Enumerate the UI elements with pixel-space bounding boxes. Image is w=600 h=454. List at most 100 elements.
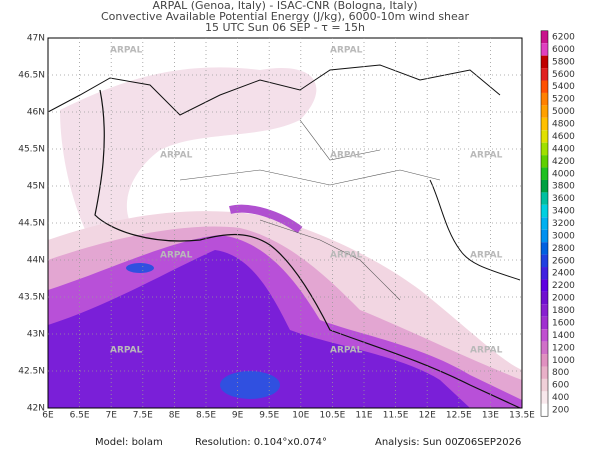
watermark: ARPAL xyxy=(470,151,503,161)
watermark: ARPAL xyxy=(160,251,193,261)
lon-label: 12.5E xyxy=(446,411,472,421)
region-border xyxy=(179,119,441,301)
colorbar-swatch xyxy=(541,192,548,205)
colorbar-swatch xyxy=(541,304,548,317)
colorbar-swatch xyxy=(541,179,548,193)
lon-label: 7.5E xyxy=(133,411,153,421)
lat-label: 43.5N xyxy=(18,293,45,303)
colorbar-label: 5200 xyxy=(552,95,575,105)
colorbar-label: 6000 xyxy=(552,45,575,55)
lat-label: 46N xyxy=(27,108,45,118)
colorbar-label: 2200 xyxy=(552,281,575,291)
header-line: Convective Available Potential Energy (J… xyxy=(101,10,470,23)
colorbar-label: 1400 xyxy=(552,331,575,341)
lat-label: 45.5N xyxy=(18,145,45,155)
footer-model: Model: bolam xyxy=(95,437,163,448)
colorbar-swatch xyxy=(541,117,548,131)
colorbar-label: 1800 xyxy=(552,306,575,316)
watermark: ARPAL xyxy=(330,151,363,161)
coastline xyxy=(94,89,521,409)
field-peak xyxy=(220,371,280,399)
header-line: 15 UTC Sun 06 SEP - τ = 15h xyxy=(205,21,365,34)
colorbar-swatch xyxy=(541,254,548,268)
colorbar-label: 3800 xyxy=(552,182,575,192)
colorbar-label: 4400 xyxy=(552,144,575,154)
lon-label: 10.5E xyxy=(320,411,346,421)
colorbar-swatch xyxy=(541,167,548,180)
lon-label: 9.5E xyxy=(259,411,279,421)
colorbar-swatch xyxy=(541,279,548,292)
lon-label: 8E xyxy=(169,411,181,421)
lat-label: 44N xyxy=(27,256,45,266)
lon-label: 8.5E xyxy=(196,411,216,421)
colorbar-label: 1600 xyxy=(552,318,575,328)
header-line: ARPAL (Genoa, Italy) - ISAC-CNR (Bologna… xyxy=(152,0,417,12)
colorbar-label: 5600 xyxy=(552,70,575,80)
lon-label: 9E xyxy=(232,411,244,421)
colorbar-swatch xyxy=(541,130,548,143)
lon-label: 13E xyxy=(482,411,499,421)
lat-label: 47N xyxy=(27,34,45,44)
colorbar-label: 2800 xyxy=(552,244,575,254)
colorbar-label: 2400 xyxy=(552,269,575,279)
colorbar-swatch xyxy=(541,30,548,44)
watermark: ARPAL xyxy=(110,46,143,56)
colorbar-swatch xyxy=(541,354,548,367)
colorbar-swatch xyxy=(541,43,548,56)
colorbar-label: 800 xyxy=(552,368,569,378)
colorbar-label: 1000 xyxy=(552,356,575,366)
colorbar-swatch xyxy=(541,291,548,305)
footer-resolution: Resolution: 0.104°x0.074° xyxy=(195,437,327,448)
colorbar-swatch xyxy=(541,105,548,118)
colorbar-label: 1200 xyxy=(552,343,575,353)
colorbar-swatch xyxy=(541,391,548,404)
colorbar-label: 200 xyxy=(552,406,569,416)
colorbar-label: 600 xyxy=(552,381,569,391)
border xyxy=(47,64,501,116)
field-low xyxy=(60,67,317,240)
colorbar-swatch xyxy=(541,242,548,255)
colorbar-label: 3400 xyxy=(552,207,575,217)
colorbar-swatch xyxy=(541,155,548,168)
map-field xyxy=(47,37,523,409)
colorbar-label: 2000 xyxy=(552,294,575,304)
colorbar-swatch xyxy=(541,204,548,218)
colorbar-label: 5800 xyxy=(552,57,575,67)
lat-label: 42N xyxy=(27,404,45,414)
colorbar-label: 4200 xyxy=(552,157,575,167)
watermark: ARPAL xyxy=(160,151,193,161)
footer-analysis: Analysis: Sun 00Z06SEP2026 xyxy=(375,437,521,448)
colorbar-label: 3000 xyxy=(552,231,575,241)
colorbar-swatch xyxy=(541,267,548,280)
watermark: ARPAL xyxy=(470,346,503,356)
lon-label: 6E xyxy=(42,411,54,421)
watermark: ARPAL xyxy=(330,46,363,56)
colorbar-swatch xyxy=(541,341,548,355)
colorbar-swatch xyxy=(541,55,548,69)
lon-label: 10E xyxy=(292,411,309,421)
lon-label: 11E xyxy=(355,411,372,421)
colorbar-swatch xyxy=(541,403,548,417)
colorbar-swatch xyxy=(541,142,548,156)
colorbar-label: 6200 xyxy=(552,33,575,43)
colorbar-label: 400 xyxy=(552,393,569,403)
colorbar-swatch xyxy=(541,217,548,230)
colorbar-label: 4600 xyxy=(552,132,575,142)
colorbar-swatch xyxy=(541,366,548,379)
lat-label: 42.5N xyxy=(18,367,45,377)
coastline xyxy=(429,179,521,281)
watermark: ARPAL xyxy=(110,346,143,356)
colorbar-label: 3200 xyxy=(552,219,575,229)
lat-label: 45N xyxy=(27,182,45,192)
lon-label: 13.5E xyxy=(509,411,535,421)
colorbar-swatch xyxy=(541,329,548,342)
watermark: ARPAL xyxy=(330,346,363,356)
field-band xyxy=(229,204,303,234)
lon-label: 12E xyxy=(419,411,436,421)
colorbar-swatch xyxy=(541,378,548,392)
lat-label: 43N xyxy=(27,330,45,340)
colorbar-label: 4000 xyxy=(552,169,575,179)
colorbar-swatch xyxy=(541,92,548,106)
watermark: ARPAL xyxy=(470,251,503,261)
